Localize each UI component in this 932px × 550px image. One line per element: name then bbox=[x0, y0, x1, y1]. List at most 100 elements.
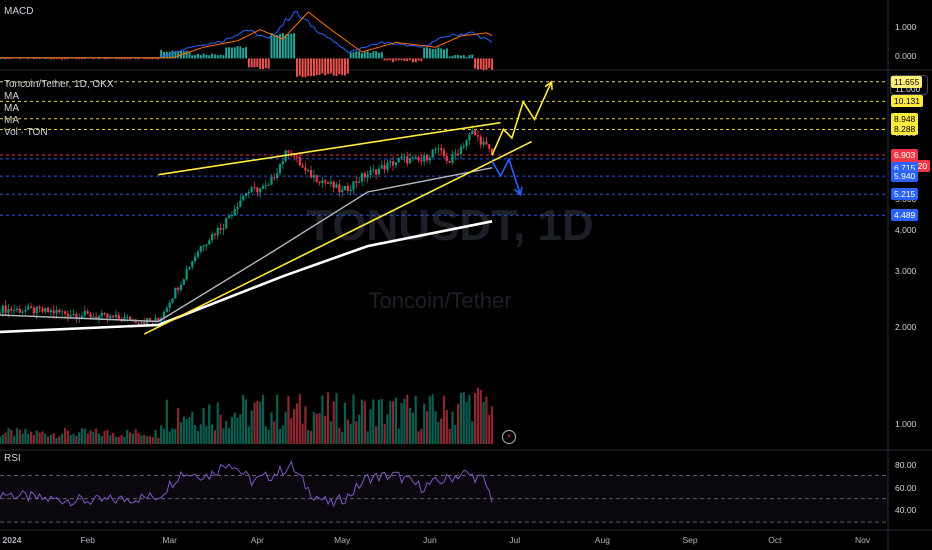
candle-body bbox=[431, 149, 434, 158]
macd-histogram-bar bbox=[185, 50, 188, 59]
candle-body bbox=[177, 287, 180, 290]
candle-body bbox=[69, 315, 72, 317]
candle-body bbox=[485, 141, 488, 145]
candle-body bbox=[233, 209, 236, 215]
volume-bar bbox=[335, 393, 338, 444]
volume-bar bbox=[372, 399, 375, 444]
candle-body bbox=[281, 160, 284, 165]
time-tick: Sep bbox=[682, 535, 698, 545]
lightning-icon[interactable]: ⚡ bbox=[502, 430, 516, 444]
macd-histogram-bar bbox=[278, 34, 281, 59]
macd-histogram-bar bbox=[114, 58, 117, 60]
macd-histogram-bar bbox=[358, 51, 361, 59]
macd-histogram-bar bbox=[324, 58, 327, 76]
volume-bar bbox=[49, 434, 53, 444]
candle-body bbox=[55, 309, 58, 314]
volume-bar bbox=[191, 411, 194, 444]
candle-body bbox=[109, 315, 112, 318]
volume-bar bbox=[403, 398, 406, 444]
legend-ma-2[interactable]: MA bbox=[4, 103, 19, 114]
candle-body bbox=[471, 130, 474, 135]
price-badge: 8.948 bbox=[891, 112, 919, 125]
macd-histogram-bar bbox=[366, 51, 369, 59]
macd-histogram-bar bbox=[194, 54, 197, 59]
macd-histogram-bar bbox=[35, 58, 38, 59]
candle-body bbox=[465, 140, 468, 147]
macd-histogram-bar bbox=[256, 58, 259, 67]
volume-bar bbox=[27, 433, 30, 444]
candle-body bbox=[140, 321, 143, 324]
candle-body bbox=[52, 310, 55, 314]
volume-bar bbox=[448, 428, 451, 444]
candle-body bbox=[157, 318, 160, 322]
legend-ma-3[interactable]: MA bbox=[4, 115, 19, 126]
volume-bar bbox=[75, 435, 78, 444]
macd-histogram-bar bbox=[61, 58, 64, 60]
candle-body bbox=[312, 175, 316, 178]
candle-body bbox=[117, 314, 120, 320]
macd-histogram-bar bbox=[369, 52, 372, 59]
volume-bar bbox=[95, 428, 98, 444]
macd-histogram-bar bbox=[236, 46, 239, 59]
time-tick: Mar bbox=[162, 535, 177, 545]
macd-histogram-bar bbox=[126, 58, 129, 60]
macd-histogram-bar bbox=[468, 54, 471, 59]
volume-bar bbox=[213, 430, 217, 444]
volume-bar bbox=[194, 425, 197, 444]
volume-bar bbox=[423, 403, 426, 444]
macd-histogram-bar bbox=[276, 35, 279, 59]
macd-histogram-bar bbox=[191, 55, 194, 59]
volume-bar bbox=[165, 399, 168, 444]
volume-bar bbox=[341, 431, 344, 444]
volume-bar bbox=[454, 424, 457, 444]
macd-histogram-bar bbox=[341, 58, 344, 76]
macd-histogram-bar bbox=[459, 55, 462, 59]
price-badge: 10.131 bbox=[891, 95, 923, 108]
legend-volume[interactable]: Vol · TON bbox=[4, 127, 48, 138]
candle-body bbox=[114, 314, 118, 318]
candle-body bbox=[490, 148, 494, 156]
macd-histogram-bar bbox=[315, 58, 318, 75]
macd-histogram-bar bbox=[462, 55, 465, 59]
volume-bar bbox=[72, 433, 75, 444]
macd-histogram-bar bbox=[426, 47, 429, 59]
candle-body bbox=[222, 228, 225, 230]
legend-symbol[interactable]: Toncoin/Tether, 1D, OKX bbox=[4, 79, 114, 90]
volume-bar bbox=[264, 426, 267, 444]
volume-bar bbox=[465, 401, 468, 444]
macd-histogram-bar bbox=[109, 57, 112, 59]
candle-body bbox=[389, 161, 392, 163]
volume-bar bbox=[411, 412, 414, 444]
macd-histogram-bar bbox=[273, 35, 276, 59]
macd-histogram-bar bbox=[44, 58, 47, 60]
time-tick: 2024 bbox=[2, 535, 22, 545]
macd-histogram-bar bbox=[360, 53, 363, 59]
volume-bar bbox=[391, 401, 395, 444]
macd-histogram-bar bbox=[97, 58, 100, 59]
macd-histogram-bar bbox=[10, 58, 13, 60]
candle-body bbox=[185, 269, 188, 280]
candle-body bbox=[216, 228, 219, 236]
volume-bar bbox=[1, 434, 4, 444]
candle-body bbox=[86, 311, 89, 314]
macd-histogram-bar bbox=[375, 51, 378, 59]
macd-histogram-bar bbox=[262, 58, 265, 70]
volume-bar bbox=[4, 432, 7, 444]
candle-body bbox=[276, 173, 279, 178]
volume-bar bbox=[431, 394, 434, 444]
volume-bar bbox=[298, 394, 301, 444]
macd-histogram-bar bbox=[202, 53, 205, 59]
candle-body bbox=[482, 141, 485, 145]
macd-histogram-bar bbox=[259, 58, 262, 69]
macd-histogram-bar bbox=[344, 58, 347, 76]
legend-ma-1[interactable]: MA bbox=[4, 91, 19, 102]
candle-body bbox=[83, 311, 86, 316]
volume-bar bbox=[247, 426, 250, 444]
candle-body bbox=[375, 169, 378, 175]
macd-histogram-bar bbox=[267, 58, 270, 69]
volume-bar bbox=[230, 416, 233, 444]
macd-histogram-bar bbox=[423, 47, 426, 59]
macd-histogram-bar bbox=[174, 51, 177, 59]
